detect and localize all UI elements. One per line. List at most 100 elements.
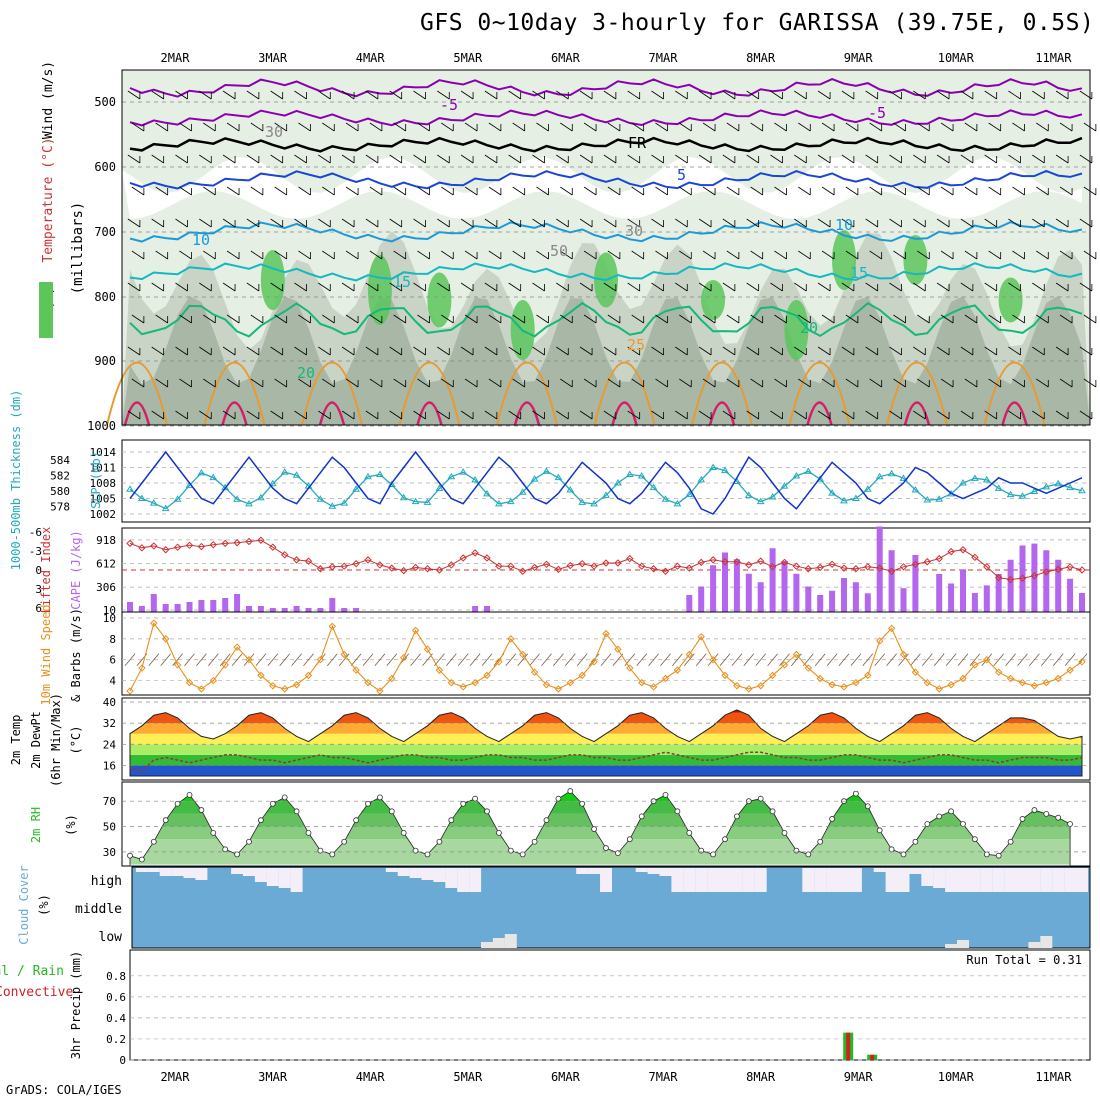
surface-wind-barb (826, 653, 838, 666)
temp-tick: 24 (103, 738, 117, 751)
high-cloud-gap (635, 868, 648, 872)
wind-barb (536, 378, 549, 388)
chart-title: GFS 0~10day 3-hourly for GARISSA (39.75E… (420, 10, 1095, 36)
surface-wind-barb (993, 653, 1005, 666)
cape-bar (353, 608, 360, 612)
thickness-marker (566, 486, 575, 493)
wind-barb (508, 282, 521, 292)
lifted-index-line (129, 539, 1083, 581)
rh-moist-blob (784, 300, 809, 360)
wind-barb (655, 314, 668, 324)
cape-bar (793, 573, 800, 612)
wind-barb (889, 346, 902, 356)
li-marker (1066, 563, 1074, 571)
thickness-marker (495, 499, 503, 507)
thickness-marker (292, 471, 301, 478)
cloud-unit-label: (%) (37, 894, 51, 916)
surface-wind-barb (219, 653, 231, 666)
rh-marker (162, 817, 169, 824)
wind-barb (631, 186, 644, 196)
wind-speed-label: 10m Wind Speed (39, 604, 53, 705)
wind-barb (817, 90, 831, 100)
wind-barb (698, 218, 712, 228)
wind-barb (203, 378, 216, 388)
wind-marker (626, 664, 634, 672)
wind-barb (179, 186, 192, 196)
wind-barb (345, 186, 359, 196)
thickness-marker (340, 499, 349, 506)
temp-label: (6hr Min/Max) (49, 693, 63, 787)
wind-barb (341, 154, 355, 164)
wind-barb (246, 346, 260, 356)
wind-barb (798, 378, 811, 388)
wind-barb (437, 154, 450, 164)
wind-barb (722, 90, 736, 100)
wind-marker (161, 635, 170, 643)
wind-barb (679, 122, 692, 132)
surface-wind-barb (921, 653, 933, 666)
rh-marker (769, 808, 776, 815)
temp-contour-25 (496, 361, 558, 426)
rh-moist-blob (903, 235, 928, 285)
wind-barb (151, 282, 164, 292)
li-marker (792, 562, 801, 570)
wind-barb (222, 282, 236, 292)
high-cloud-gap (683, 868, 696, 892)
wind-barb (722, 346, 736, 356)
thickness-marker (506, 497, 515, 505)
wind-marker (721, 671, 729, 680)
wind-barb (940, 122, 954, 132)
rh-marker (531, 838, 538, 845)
wind-barb (984, 282, 997, 292)
rh-marker (757, 795, 764, 802)
cape-bar (150, 594, 157, 612)
wind-barb (151, 218, 164, 228)
contour-label: 10 (835, 216, 853, 234)
low-cloud-gap (492, 938, 505, 948)
wind-barb (1036, 314, 1049, 324)
cape-bar (888, 550, 895, 612)
wind-barb (417, 314, 430, 324)
wind-barb (675, 282, 688, 292)
upper-air-frame (121, 69, 1091, 426)
wind-marker (590, 658, 598, 666)
wind-marker (1066, 666, 1074, 674)
wind-barb (1008, 154, 1021, 164)
wind-marker (911, 668, 920, 676)
wind-barb (940, 186, 954, 196)
wind-barb (722, 410, 736, 420)
wind-barb (845, 314, 859, 324)
li-marker (328, 563, 337, 571)
cape-bar (484, 606, 490, 612)
thickness-marker (780, 482, 789, 489)
wind-barb (1059, 314, 1073, 324)
precip-bar-convective (846, 1032, 851, 1060)
thickness-marker (982, 475, 991, 483)
wind-barb (940, 378, 954, 388)
thickness-marker (530, 475, 539, 482)
wind-barb (675, 90, 688, 100)
surface-wind-barb (672, 653, 683, 666)
wind-marker (388, 674, 396, 683)
li-marker (161, 546, 170, 554)
time-label-bottom: 10MAR (938, 1070, 975, 1084)
wind-marker (459, 683, 467, 691)
cape-tick: 306 (96, 581, 116, 594)
li-marker (804, 565, 813, 573)
surface-wind-barb (148, 653, 160, 666)
wind-tick: 10 (103, 612, 116, 625)
wind-barb (964, 250, 978, 260)
thickness-marker (875, 472, 884, 480)
rh-marker (555, 795, 562, 802)
surface-wind-barb (255, 653, 267, 666)
wind-marker (923, 678, 932, 687)
thickness-tick: 584 (50, 454, 70, 467)
surface-wind-barb (564, 653, 576, 666)
li-marker (483, 554, 491, 562)
wind-barb (1055, 410, 1069, 420)
wind-barb (389, 410, 402, 420)
wind-barb (1055, 90, 1069, 100)
wind-barb (984, 346, 997, 356)
pressure-axis-label: (millibars) (70, 202, 86, 295)
li-marker (245, 537, 253, 546)
